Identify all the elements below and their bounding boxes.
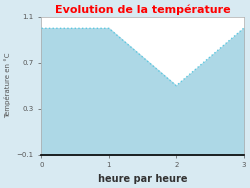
Title: Evolution de la température: Evolution de la température bbox=[55, 4, 230, 15]
Y-axis label: Température en °C: Température en °C bbox=[4, 53, 11, 118]
X-axis label: heure par heure: heure par heure bbox=[98, 174, 187, 184]
